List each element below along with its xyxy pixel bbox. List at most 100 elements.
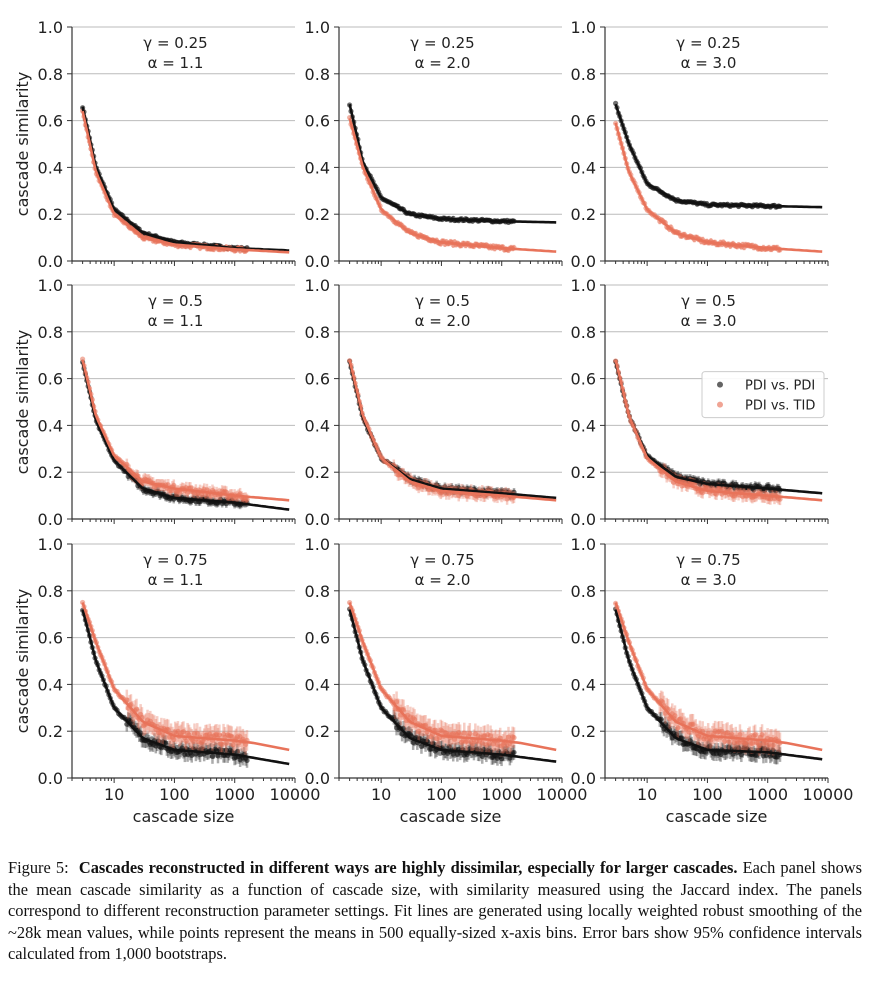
y-tick-label: 0.2 [38,205,63,224]
y-tick-label: 0.2 [571,463,596,482]
panel-title: γ = 0.75 [676,551,740,569]
fit-line-pdi-vs-tid [614,359,823,502]
x-tick-label: 100 [159,785,190,804]
fit-line-pdi-vs-tid [81,359,290,502]
panel-title: α = 3.0 [681,312,737,330]
series-pdi-vs-pdi-points [80,105,250,253]
y-tick-label: 0.6 [571,629,596,648]
fit-line-pdi-vs-tid [348,117,557,253]
data-point [464,738,470,744]
y-tick-label: 0.4 [38,158,63,177]
panel-1-0: 0.0 0.2 0.4 0.6 0.8 1.0 cascade similarity γ = … [13,276,296,529]
y-axis-label: cascade similarity [13,330,32,474]
data-point [749,740,755,746]
fit-line-pdi-vs-tid [81,110,290,254]
x-tick-label: 1000 [481,785,522,804]
data-point [197,752,203,758]
legend-label: PDI vs. TID [745,399,815,414]
panel-1-1: 0.0 0.2 0.4 0.6 0.8 1.0 γ = 0.5 α = 2.0 [305,276,563,529]
y-axis-label: cascade similarity [13,72,32,216]
figure-grid: 0.0 0.2 0.4 0.6 0.8 1.0 cascade similarity γ = … [13,18,854,826]
panel-title: α = 1.1 [148,571,204,589]
data-point [511,749,517,756]
data-point [487,748,494,754]
panel-title: α = 1.1 [148,312,204,330]
data-point [160,732,166,738]
x-tick-label: 10000 [537,785,588,804]
data-point [677,716,684,722]
fit-line-pdi-vs-pdi [614,103,823,209]
y-tick-label: 0.0 [571,252,596,271]
y-tick-label: 0.2 [571,722,596,741]
data-point [216,732,222,738]
data-point [461,730,467,736]
series-pdi-vs-tid-points [347,358,517,505]
data-point [416,728,422,734]
fit-line-pdi-vs-pdi [614,361,823,495]
y-tick-label: 1.0 [571,535,596,554]
legend: PDI vs. PDI PDI vs. TID [701,371,825,419]
x-tick-label: 1000 [747,785,788,804]
data-point [722,738,728,744]
data-point [686,729,692,735]
y-tick-label: 0.0 [38,510,63,529]
fit-line-pdi-vs-pdi [81,106,290,252]
y-tick-label: 0.2 [571,205,596,224]
x-tick-label: 1000 [214,785,255,804]
y-tick-label: 1.0 [38,276,63,295]
panel-title: γ = 0.25 [676,34,740,52]
fit-line-pdi-vs-tid [81,602,290,752]
panel-2-1: 0.0 0.2 0.4 0.6 0.8 1.0 10 100 1000 10000 cascade … [305,535,588,826]
data-point [223,740,229,746]
y-tick-label: 0.6 [305,370,330,389]
data-point [753,752,760,758]
panel-title: α = 2.0 [415,312,471,330]
data-point [219,747,225,753]
data-point [752,732,758,738]
panel-title: α = 2.0 [415,571,471,589]
data-point [727,486,733,493]
data-point [504,496,510,502]
y-tick-label: 0.4 [571,416,596,435]
y-tick-label: 0.2 [38,722,63,741]
y-tick-label: 0.8 [38,582,63,601]
data-point [229,734,235,740]
fit-line-pdi-vs-pdi [348,103,557,224]
panel-2-2: 0.0 0.2 0.4 0.6 0.8 1.0 10 100 1000 10000 cascade … [571,535,854,826]
data-point [675,725,681,731]
y-tick-label: 0.8 [38,65,63,84]
y-tick-label: 1.0 [305,276,330,295]
y-tick-label: 1.0 [305,535,330,554]
data-point [209,753,216,760]
data-point [208,493,214,499]
data-point [706,743,713,749]
fit-line-pdi-vs-tid [348,602,557,752]
legend-marker [717,401,723,408]
data-point [770,742,776,748]
data-point [446,744,452,750]
data-point [175,728,181,734]
fit-line-pdi-vs-tid [614,122,823,253]
y-tick-label: 0.2 [305,205,330,224]
data-point [726,738,732,745]
data-point [194,730,200,737]
fit-line-pdi-vs-pdi [348,361,557,500]
y-tick-label: 0.0 [571,769,596,788]
x-tick-label: 100 [692,785,723,804]
data-point [759,731,765,738]
panel-1-2: 0.0 0.2 0.4 0.6 0.8 1.0 γ = 0.5 α = 3.0 PDI vs. … [571,276,829,529]
y-tick-label: 0.8 [38,323,63,342]
data-point [479,753,485,759]
caption-label: Figure 5: [8,858,69,877]
y-tick-label: 0.6 [38,112,63,131]
data-point [474,746,480,753]
panel-title: γ = 0.75 [143,551,207,569]
data-point [738,752,744,758]
figure-caption: Figure 5: Cascades reconstructed in diff… [8,857,862,965]
panel-title: γ = 0.25 [143,34,207,52]
data-point [494,741,501,748]
data-point [700,490,706,496]
y-tick-label: 0.2 [305,722,330,741]
y-tick-label: 0.6 [38,370,63,389]
y-tick-label: 0.0 [305,510,330,529]
